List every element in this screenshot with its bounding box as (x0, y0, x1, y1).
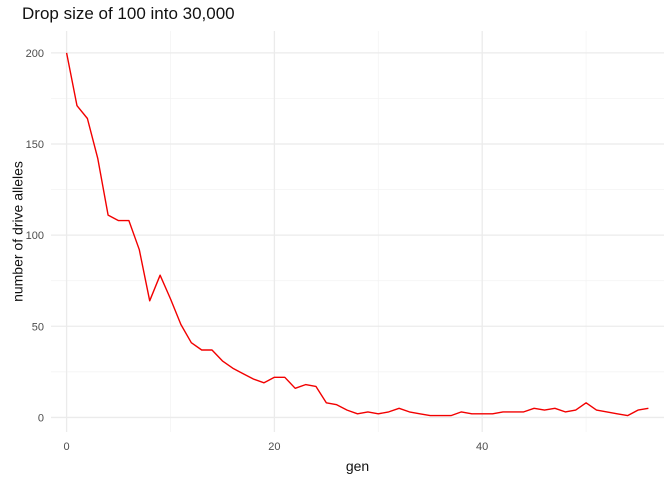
x-tick-label: 40 (476, 441, 488, 453)
x-axis-title: gen (346, 458, 369, 474)
tick-labels: 0 20 40 0 50 100 150 200 (26, 48, 489, 453)
major-gridlines (51, 31, 664, 432)
y-tick-label: 100 (26, 230, 44, 242)
y-axis-title: number of drive alleles (10, 161, 26, 302)
x-tick-label: 0 (64, 441, 70, 453)
minor-gridlines (51, 31, 664, 432)
chart-title: Drop size of 100 into 30,000 (22, 4, 235, 23)
y-tick-label: 50 (32, 321, 44, 333)
series-line (65, 52, 649, 417)
y-tick-label: 150 (26, 139, 44, 151)
series-layer (65, 52, 649, 417)
x-tick-label: 20 (268, 441, 280, 453)
y-tick-label: 0 (38, 412, 44, 424)
y-tick-label: 200 (26, 48, 44, 60)
